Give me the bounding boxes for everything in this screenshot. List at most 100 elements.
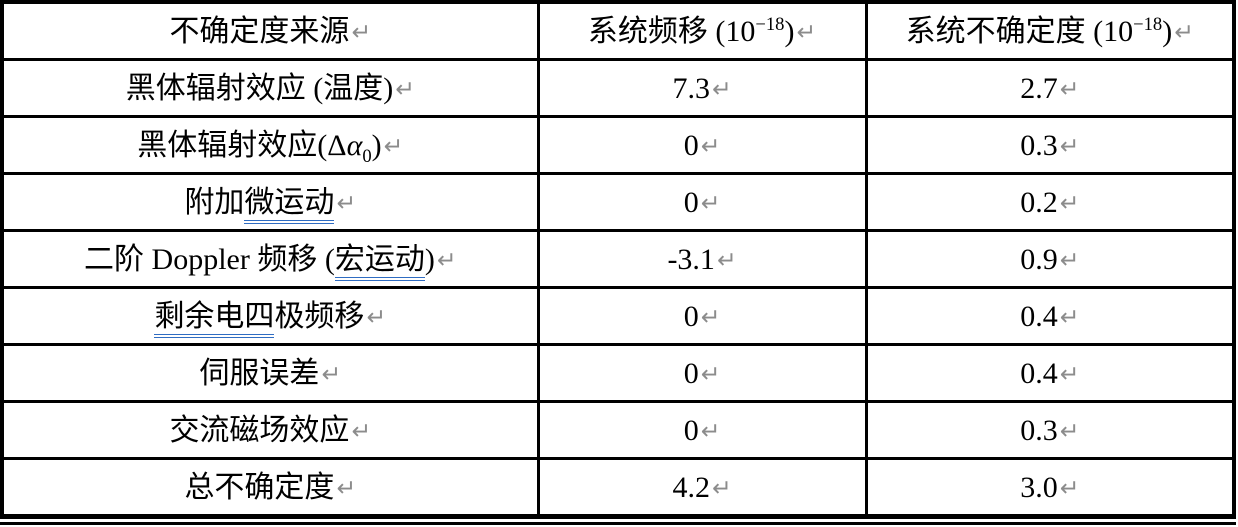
return-mark-icon: ↵	[336, 188, 357, 217]
text-run: 3.0	[1020, 470, 1058, 504]
text-run: 0	[683, 128, 699, 162]
uncertainty-value-cell[interactable]: 0.3↵	[864, 115, 1236, 175]
return-mark-icon: ↵	[351, 416, 372, 445]
text-run: 0	[362, 145, 372, 167]
return-mark-icon: ↵	[366, 302, 387, 331]
table-row: 黑体辐射效应(Δα0)↵ 0↵ 0.3↵	[0, 115, 1236, 175]
header-cell-systematic-uncertainty[interactable]: 系统不确定度 (10−18)↵	[864, 0, 1236, 61]
text-run: 0.3	[1020, 413, 1058, 447]
shift-value-cell[interactable]: -3.1↵	[536, 229, 868, 289]
return-mark-icon: ↵	[436, 245, 457, 274]
return-mark-icon: ↵	[321, 359, 342, 388]
shift-value-cell[interactable]: 0↵	[536, 286, 868, 346]
return-mark-icon: ↵	[711, 74, 732, 103]
return-mark-icon: ↵	[700, 359, 721, 388]
text-run: 黑体辐射效应(Δ	[137, 128, 347, 162]
text-run: 0	[683, 413, 699, 447]
return-mark-icon: ↵	[1059, 302, 1080, 331]
uncertainty-value-cell[interactable]: 0.2↵	[864, 172, 1236, 232]
return-mark-icon: ↵	[383, 131, 404, 160]
text-run: 黑体辐射效应 (温度)	[125, 71, 394, 105]
uncertainty-value-cell[interactable]: 3.0↵	[864, 457, 1236, 518]
return-mark-icon: ↵	[1174, 17, 1194, 46]
text-run: −18	[1133, 13, 1163, 35]
table-row: 交流磁场效应↵ 0↵ 0.3↵	[0, 400, 1236, 460]
text-run: −18	[755, 13, 785, 35]
return-mark-icon: ↵	[711, 473, 732, 502]
table-row: 二阶 Doppler 频移 (宏运动)↵ -3.1↵ 0.9↵	[0, 229, 1236, 289]
shift-value-cell[interactable]: 4.2↵	[536, 457, 868, 518]
shift-value-cell[interactable]: 0↵	[536, 343, 868, 403]
return-mark-icon: ↵	[1059, 131, 1080, 160]
text-run: )	[371, 128, 382, 162]
shift-value-cell[interactable]: 0↵	[536, 115, 868, 175]
text-run: 7.3	[672, 71, 710, 105]
text-run: 4.2	[672, 470, 710, 504]
text-run: 交流磁场效应	[169, 413, 350, 447]
uncertainty-value-cell[interactable]: 0.3↵	[864, 400, 1236, 460]
text-run: 附加	[184, 185, 245, 219]
source-cell[interactable]: 黑体辐射效应(Δα0)↵	[0, 115, 540, 175]
text-run: -3.1	[667, 242, 715, 276]
table-header: 不确定度来源↵ 系统频移 (10−18)↵ 系统不确定度 (10−18)↵	[0, 0, 1236, 61]
text-run: α	[346, 128, 363, 162]
return-mark-icon: ↵	[1059, 359, 1080, 388]
uncertainty-value-cell[interactable]: 0.4↵	[864, 286, 1236, 346]
return-mark-icon: ↵	[336, 473, 357, 502]
text-run: 不确定度来源	[169, 14, 350, 48]
return-mark-icon: ↵	[700, 416, 721, 445]
return-mark-icon: ↵	[716, 245, 737, 274]
text-run: 0.4	[1020, 356, 1058, 390]
text-run: 二阶 Doppler 频移 (	[84, 242, 335, 276]
source-cell[interactable]: 黑体辐射效应 (温度)↵	[0, 58, 540, 118]
header-cell-source[interactable]: 不确定度来源↵	[0, 0, 540, 61]
shift-value-cell[interactable]: 7.3↵	[536, 58, 868, 118]
return-mark-icon: ↵	[700, 302, 721, 331]
text-run: 0.3	[1020, 128, 1058, 162]
table-row: 伺服误差↵ 0↵ 0.4↵	[0, 343, 1236, 403]
return-mark-icon: ↵	[1059, 188, 1080, 217]
source-cell[interactable]: 剩余电四极频移↵	[0, 286, 540, 346]
return-mark-icon: ↵	[1059, 245, 1080, 274]
return-mark-icon: ↵	[395, 74, 415, 103]
text-run: 0.2	[1020, 185, 1058, 219]
table-row: 总不确定度↵ 4.2↵ 3.0↵	[0, 457, 1236, 518]
text-run: 0.9	[1020, 242, 1058, 276]
table-row: 剩余电四极频移↵ 0↵ 0.4↵	[0, 286, 1236, 346]
source-cell[interactable]: 交流磁场效应↵	[0, 400, 540, 460]
text-run: 总不确定度	[184, 470, 335, 504]
text-run: 伺服误差	[199, 356, 320, 390]
table-body: 黑体辐射效应 (温度)↵ 7.3↵ 2.7↵ 黑体辐射效应(Δα0)↵ 0↵ 0.3↵ 附加…	[0, 58, 1236, 518]
text-run: 系统不确定度 (10	[905, 14, 1134, 48]
return-mark-icon: ↵	[1059, 473, 1080, 502]
uncertainty-value-cell[interactable]: 2.7↵	[864, 58, 1236, 118]
return-mark-icon: ↵	[1059, 416, 1080, 445]
text-run: )	[784, 14, 795, 48]
text-run: 2.7	[1020, 71, 1058, 105]
source-cell[interactable]: 总不确定度↵	[0, 457, 540, 518]
return-mark-icon: ↵	[700, 131, 721, 160]
table-row: 附加微运动↵ 0↵ 0.2↵	[0, 172, 1236, 232]
header-cell-systematic-shift[interactable]: 系统频移 (10−18)↵	[536, 0, 868, 61]
return-mark-icon: ↵	[1059, 74, 1080, 103]
return-mark-icon: ↵	[700, 188, 721, 217]
return-mark-icon: ↵	[796, 17, 817, 46]
text-run: )	[1162, 14, 1173, 48]
uncertainty-value-cell[interactable]: 0.4↵	[864, 343, 1236, 403]
source-cell[interactable]: 附加微运动↵	[0, 172, 540, 232]
grammar-underlined-text: 剩余电四	[154, 299, 275, 338]
text-run: 系统频移 (10	[587, 14, 756, 48]
source-cell[interactable]: 二阶 Doppler 频移 (宏运动)↵	[0, 229, 540, 289]
source-cell[interactable]: 伺服误差↵	[0, 343, 540, 403]
table-row: 黑体辐射效应 (温度)↵ 7.3↵ 2.7↵	[0, 58, 1236, 118]
grammar-underlined-text: 宏运动	[334, 242, 425, 281]
text-run: 0.4	[1020, 299, 1058, 333]
text-run: 极频移	[274, 299, 365, 333]
shift-value-cell[interactable]: 0↵	[536, 172, 868, 232]
shift-value-cell[interactable]: 0↵	[536, 400, 868, 460]
return-mark-icon: ↵	[351, 17, 372, 46]
uncertainty-value-cell[interactable]: 0.9↵	[864, 229, 1236, 289]
